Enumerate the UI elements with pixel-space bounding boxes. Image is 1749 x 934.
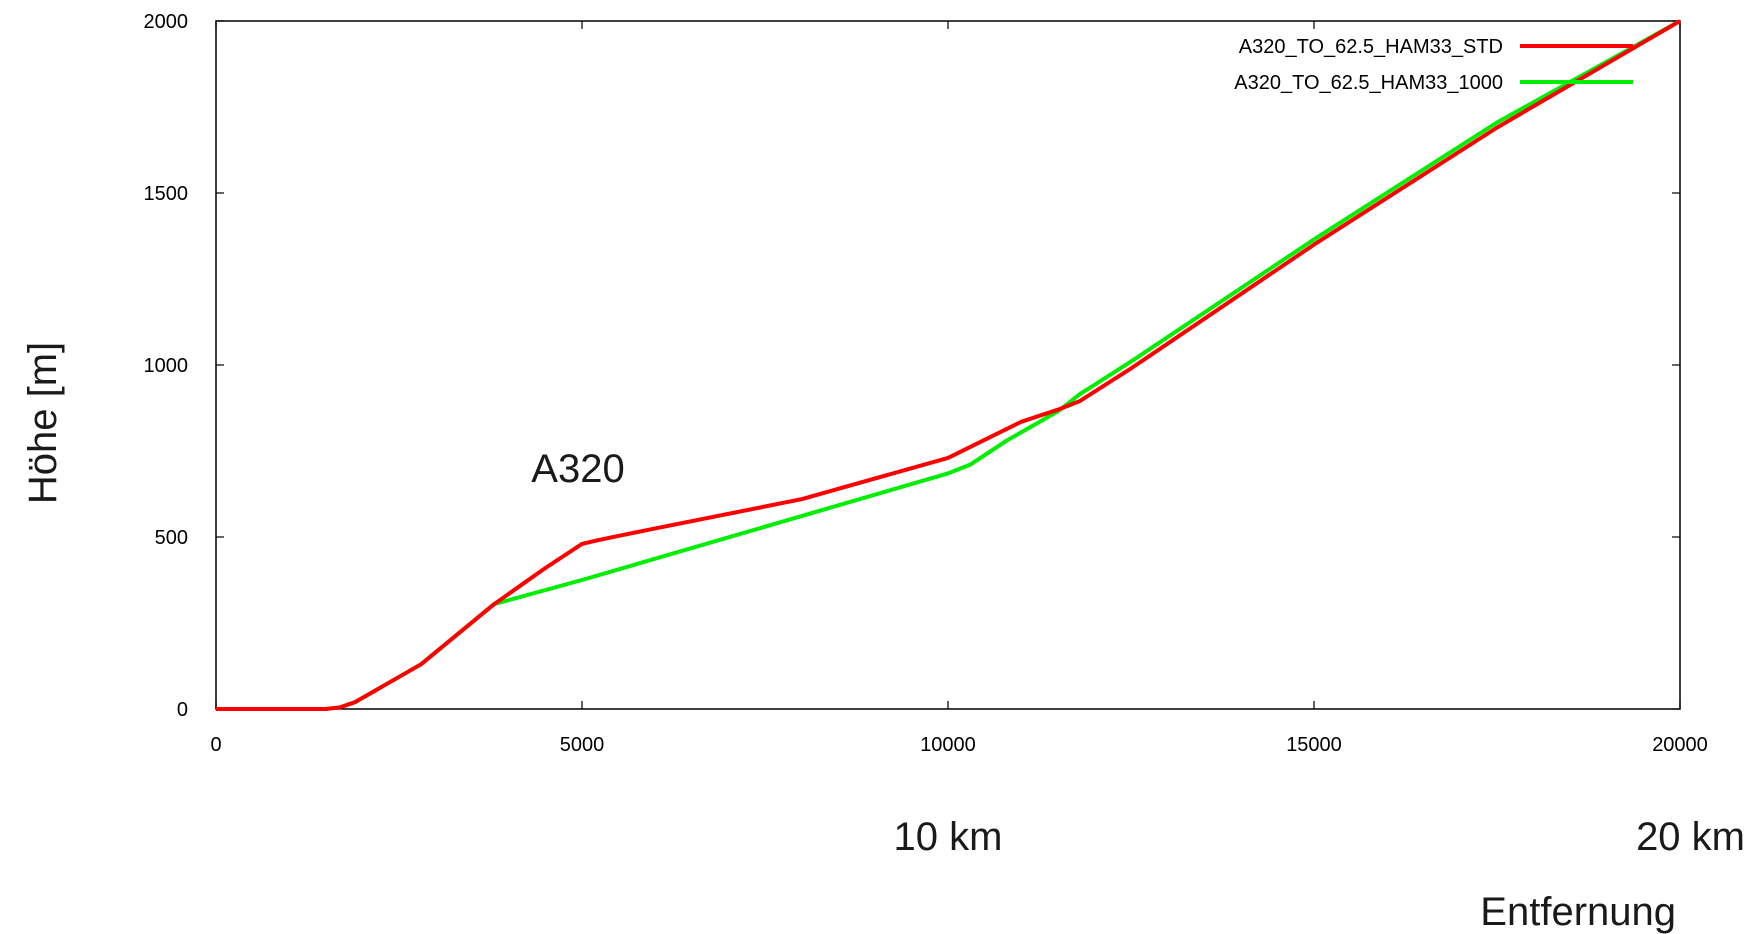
series-line-1000 xyxy=(216,19,1681,711)
y-tick-label: 1000 xyxy=(144,355,189,377)
x-tick-label: 15000 xyxy=(1286,734,1342,756)
y-axis-label: Höhe [m] xyxy=(21,342,65,504)
km-label-10: 10 km xyxy=(894,815,1003,859)
annotation-a320: A320 xyxy=(531,447,624,491)
series-line-std xyxy=(216,19,1682,711)
legend-label-std: A320_TO_62.5_HAM33_STD xyxy=(1239,36,1503,58)
x-tick-label: 10000 xyxy=(920,734,976,756)
legend: A320_TO_62.5_HAM33_STD A320_TO_62.5_HAM3… xyxy=(1234,36,1633,94)
x-tick-label: 20000 xyxy=(1652,734,1708,756)
x-axis-label: Entfernung xyxy=(1480,890,1676,934)
legend-label-1000: A320_TO_62.5_HAM33_1000 xyxy=(1234,72,1503,94)
km-label-20: 20 km xyxy=(1636,815,1745,859)
plot-frame xyxy=(215,20,1681,710)
y-tick-label: 1500 xyxy=(144,183,189,205)
y-tick-label: 2000 xyxy=(144,11,189,33)
y-tick-label: 500 xyxy=(155,527,188,549)
y-tick-label: 0 xyxy=(177,699,188,721)
x-tick-label: 5000 xyxy=(560,734,605,756)
x-tick-label: 0 xyxy=(210,734,221,756)
